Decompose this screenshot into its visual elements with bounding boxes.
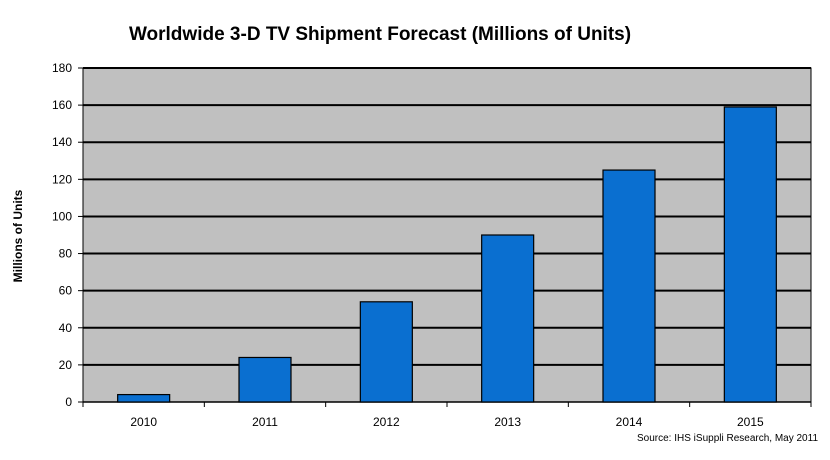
y-tick-label: 80	[59, 247, 73, 261]
bar-2015	[723, 106, 777, 403]
gridlines	[83, 67, 811, 403]
x-tick-label: 2012	[373, 415, 400, 429]
x-tick-label: 2015	[737, 415, 764, 429]
x-axis-ticks: 2010 2011 2012 2013 2014 2015	[82, 402, 812, 429]
y-tick-label: 140	[52, 135, 72, 149]
x-tick-label: 2014	[616, 415, 643, 429]
x-tick-label: 2013	[494, 415, 521, 429]
source-note: Source: IHS iSuppli Research, May 2011	[637, 433, 818, 444]
bar-2012	[359, 301, 413, 403]
x-tick-label: 2010	[130, 415, 157, 429]
y-tick-label: 40	[59, 321, 73, 335]
plot-area	[82, 67, 812, 403]
y-tick-label: 60	[59, 284, 73, 298]
y-tick-label: 120	[52, 172, 72, 186]
y-tick-label: 180	[52, 61, 72, 75]
y-tick-label: 100	[52, 209, 72, 223]
bar-2010	[117, 393, 171, 403]
y-axis-ticks: 0 20 40 60 80 100 120 140 160 180	[52, 61, 83, 409]
bars	[117, 106, 777, 403]
bar-2011	[238, 356, 292, 403]
y-tick-label: 20	[59, 358, 73, 372]
y-tick-label: 160	[52, 98, 72, 112]
bar-2014	[602, 169, 656, 403]
y-axis-label: Millions of Units	[11, 189, 25, 282]
y-tick-label: 0	[65, 395, 72, 409]
bar-2013	[481, 234, 535, 403]
chart-title: Worldwide 3-D TV Shipment Forecast (Mill…	[129, 24, 631, 45]
x-tick-label: 2011	[252, 415, 278, 429]
